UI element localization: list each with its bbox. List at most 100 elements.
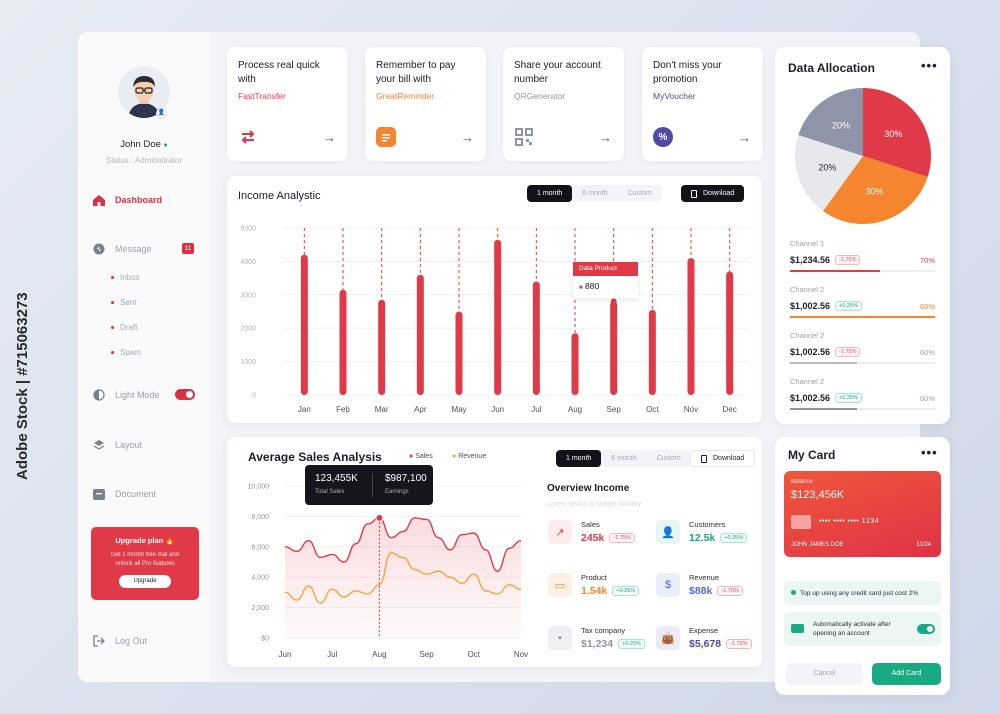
download-icon: [691, 189, 697, 198]
overview-label: Expense: [689, 626, 719, 635]
light-mode-toggle[interactable]: [175, 389, 195, 400]
income-bar: [726, 271, 734, 395]
overview-value: 12.5k: [689, 532, 716, 544]
card-sub: MyVoucher: [653, 91, 696, 101]
nav-layout-label: Layout: [115, 440, 143, 450]
trend-badge: +0.25%: [612, 586, 640, 596]
y-tick-label: 1000: [240, 359, 256, 366]
info-topup-text: Top up using any credit card just cost 2…: [800, 590, 919, 597]
card-icon: [791, 624, 804, 633]
channel-progress: [790, 270, 935, 272]
y-tick-label: 3000: [240, 292, 256, 299]
channel-name: Channel 2: [790, 377, 825, 386]
bill-icon: [376, 127, 396, 147]
more-icon[interactable]: •••: [921, 58, 938, 73]
channel-percent: 60%: [919, 302, 935, 311]
nav-light-mode: Light Mode: [93, 389, 160, 401]
card-sub: FastTransfer: [238, 91, 286, 101]
avatar-edit-icon[interactable]: 👤: [156, 108, 167, 119]
nav-document[interactable]: Document: [93, 488, 156, 500]
overview-label: Tax company: [581, 626, 626, 635]
channel-percent: 70%: [919, 256, 935, 265]
sales-download-button[interactable]: Download: [690, 450, 756, 467]
auto-activate-toggle[interactable]: [917, 624, 935, 634]
nav-sub-inbox[interactable]: Inbox: [111, 273, 140, 282]
nav-sub-sent[interactable]: Sent: [110, 298, 137, 307]
add-card-button[interactable]: Add Card: [872, 663, 941, 685]
range-6month[interactable]: 6 month: [582, 190, 608, 197]
y-tick-label: 5000: [240, 226, 256, 233]
more-icon[interactable]: •••: [921, 445, 938, 460]
nav-sub-draft[interactable]: Draft: [110, 323, 138, 332]
x-tick-label: Jul: [327, 650, 337, 659]
trend-badge: +0.25%: [618, 639, 645, 649]
arrow-right-icon[interactable]: →: [738, 130, 751, 145]
tooltip-earnings-label: Earnings: [385, 489, 409, 495]
nav-logout[interactable]: Log Out: [93, 635, 147, 647]
arrow-right-icon[interactable]: →: [461, 130, 474, 145]
contrast-icon: [93, 389, 105, 401]
highlight-point: [610, 298, 617, 305]
cancel-button[interactable]: Cancel: [786, 663, 863, 685]
x-tick-label: Oct: [646, 405, 659, 414]
income-download-button[interactable]: Download: [681, 185, 745, 202]
overview-value: $1,234: [581, 638, 614, 650]
overview-item-expense: 👜 Expense $5,678 -1.75%: [656, 626, 752, 650]
nav-dashboard[interactable]: Dashboard: [93, 194, 162, 206]
credit-card[interactable]: Balance $123,456K •••• •••• •••• 1234 JO…: [784, 471, 941, 557]
x-tick-label: Feb: [336, 405, 350, 414]
user-status: Status : Administrator: [105, 156, 183, 165]
user-name: John Doe ●: [120, 139, 168, 150]
nav-message[interactable]: Message: [93, 243, 152, 255]
pie-label: 30%: [884, 129, 902, 139]
x-tick-label: Jan: [298, 405, 311, 414]
income-bar: [416, 274, 424, 395]
nav-layout[interactable]: Layout: [93, 439, 142, 451]
range-custom[interactable]: Custom: [627, 190, 652, 197]
sales-range-selector[interactable]: 1 month 6 month Custom: [556, 450, 691, 467]
card-myvoucher[interactable]: Don't miss your promotion MyVoucher % →: [642, 47, 763, 161]
nav-logout-label: Log Out: [115, 636, 148, 646]
channel-row: Channel 2 $1,002.56 +0.25% 60%: [790, 377, 935, 410]
overview-item-product: ▭ Product 1.54k +0.25%: [548, 573, 640, 597]
tooltip-sales-value: 123,455K: [315, 473, 358, 484]
upgrade-button[interactable]: Upgrade: [119, 575, 171, 588]
card-greatreminder[interactable]: Remember to pay your bill with GreatRemi…: [365, 47, 486, 161]
card-title: Remember to pay your bill with: [376, 60, 456, 85]
qr-icon: [514, 127, 534, 147]
upgrade-card: Upgrade plan 🔥 Get 1 month free trial an…: [91, 527, 199, 600]
tooltip-sales-label: Total Sales: [315, 489, 345, 495]
nav-document-label: Document: [115, 489, 157, 499]
trend-badge: +0.25%: [720, 533, 748, 543]
card-title: Process real quick with: [238, 60, 320, 85]
range-6month[interactable]: 6 month: [611, 455, 637, 462]
card-holder: JOHN JAMES DOE: [791, 542, 844, 548]
channel-row: Channel 2 $1,002.56 +0.25% 60%: [790, 285, 935, 318]
arrow-right-icon[interactable]: →: [599, 130, 612, 145]
logout-icon: [93, 635, 105, 647]
sales-line-chart: 10,000 8,000 6,000 4,000 2,000 $0 Jun Jul Aug Sep…: [248, 484, 529, 660]
x-tick-label: Dec: [723, 405, 737, 414]
download-label: Download: [703, 190, 735, 197]
card-fasttransfer[interactable]: Process real quick with FastTransfer →: [227, 47, 348, 161]
channel-row: Channel 2 $1,002.56 -1.75% 60%: [790, 331, 935, 364]
download-label: Download: [713, 455, 745, 462]
message-icon: [93, 243, 105, 255]
allocation-pie-chart: 30% 30% 20% 20%: [795, 88, 931, 224]
range-1month[interactable]: 1 month: [527, 185, 573, 202]
range-custom[interactable]: Custom: [656, 455, 681, 462]
income-range-selector[interactable]: 1 month 6 month Custom: [527, 185, 662, 202]
range-1month[interactable]: 1 month: [556, 450, 602, 467]
message-count-badge: 11: [182, 243, 194, 254]
y-tick-label: 0: [252, 393, 256, 400]
income-tooltip-label: Data Product: [573, 262, 638, 276]
x-tick-label: Jul: [531, 405, 541, 414]
nav-sub-spam[interactable]: Spam: [111, 348, 141, 357]
y-tick-label: 2000: [240, 326, 256, 333]
trend-badge: +0.25%: [835, 301, 862, 311]
nav-dashboard-label: Dashboard: [115, 195, 163, 205]
arrow-right-icon[interactable]: →: [323, 130, 336, 145]
card-qrgenerator[interactable]: Share your account number QRGenerator →: [503, 47, 624, 161]
y-tick-label: 4000: [240, 259, 256, 266]
document-icon: [93, 488, 105, 500]
